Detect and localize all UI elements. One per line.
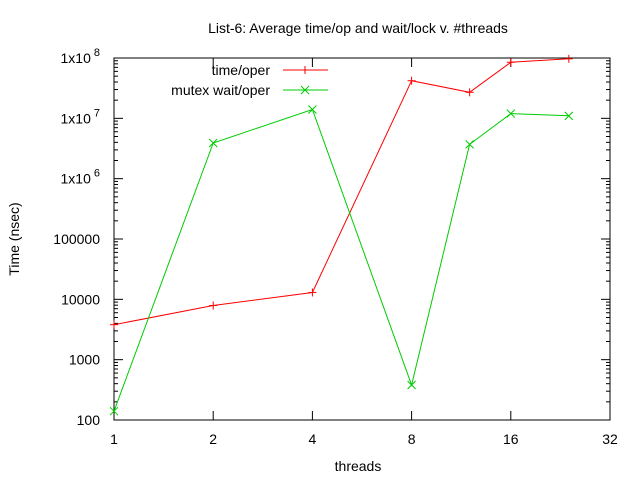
- plus-point-marker: [209, 301, 218, 310]
- plot-frame: [113, 57, 611, 421]
- y-tick-label-base: 1x10: [61, 50, 92, 66]
- marker-stroke: [308, 105, 317, 114]
- y-tick-label-exponent: 7: [94, 107, 100, 119]
- y-tick-label: 100000: [53, 231, 100, 247]
- marker-stroke: [465, 140, 474, 149]
- legend-label: mutex wait/oper: [171, 82, 270, 98]
- plus-point-marker: [465, 88, 474, 97]
- cross-point-marker: [506, 109, 516, 118]
- y-tick-label-base: 1x10: [61, 110, 92, 126]
- y-tick-label: 1x10 6: [61, 168, 100, 187]
- cross-point-marker: [208, 138, 218, 148]
- x-tick-label: 2: [209, 431, 217, 447]
- marker-stroke: [208, 138, 218, 148]
- x-tick-label: 4: [309, 431, 317, 447]
- y-tick-label: 1x10 8: [61, 47, 100, 66]
- x-tick-label: 1: [110, 431, 118, 447]
- cross-point-marker: [308, 105, 317, 114]
- cross-point-marker: [564, 111, 574, 121]
- marker-stroke: [300, 85, 310, 95]
- cross-point-marker: [407, 380, 416, 390]
- plus-point-marker: [110, 320, 118, 329]
- chart-title: List-6: Average time/op and wait/lock v.…: [208, 20, 508, 36]
- cross-point-marker: [465, 140, 474, 149]
- cross-point-marker: [300, 85, 310, 95]
- y-tick-label-base: 100: [77, 412, 101, 428]
- marker-stroke: [407, 380, 416, 390]
- plus-point-marker: [407, 76, 416, 85]
- plot-border: [113, 57, 611, 421]
- marker-stroke: [109, 406, 119, 416]
- plus-point-marker: [301, 66, 309, 74]
- series-layer: [109, 54, 574, 416]
- marker-stroke: [506, 109, 516, 118]
- cross-point-marker: [109, 406, 119, 416]
- legend: time/oper mutex wait/oper: [171, 62, 328, 98]
- y-tick-label: 1000: [69, 352, 100, 368]
- y-tick-label: 100: [77, 412, 101, 428]
- marker-stroke: [564, 111, 574, 121]
- y-tick-label-exponent: 6: [94, 168, 100, 180]
- y-tick-label: 10000: [61, 291, 100, 307]
- y-tick-label-base: 100000: [53, 231, 100, 247]
- y-tick-label-base: 10000: [61, 291, 100, 307]
- x-axis-label: threads: [335, 458, 382, 474]
- x-tick-label: 32: [602, 431, 618, 447]
- legend-label: time/oper: [212, 62, 271, 78]
- y-axis-label: Time (nsec): [6, 202, 22, 275]
- x-tick-label: 8: [408, 431, 416, 447]
- plus-point-marker: [308, 288, 317, 297]
- y-tick-label-base: 1x10: [61, 171, 92, 187]
- x-tick-label: 16: [503, 431, 519, 447]
- y-tick-label-base: 1000: [69, 352, 100, 368]
- plus-point-marker: [564, 54, 573, 63]
- plus-point-marker: [506, 58, 515, 67]
- y-tick-label-exponent: 8: [94, 47, 100, 59]
- y-tick-label: 1x10 7: [61, 107, 100, 126]
